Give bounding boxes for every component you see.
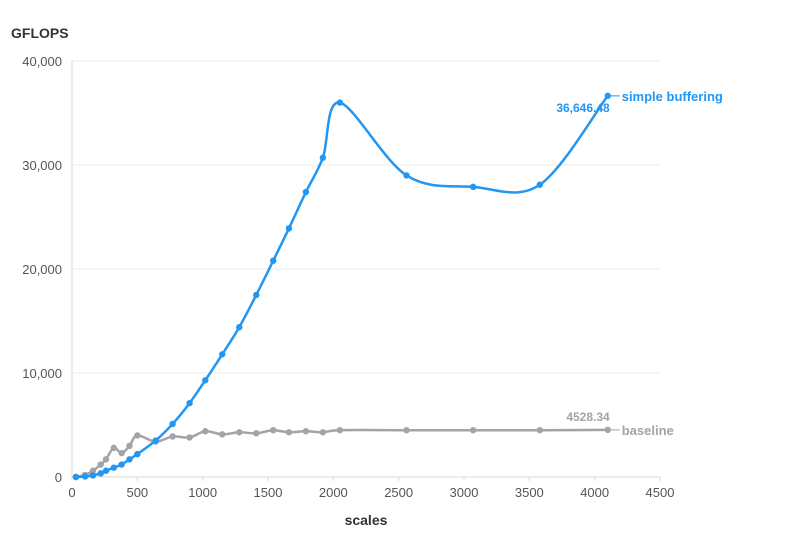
baseline-point (285, 429, 293, 436)
simple-buffering-point (536, 181, 543, 188)
x-tick-label: 1000 (188, 485, 217, 500)
baseline-point (134, 432, 141, 439)
gridlines (72, 60, 660, 374)
simple-buffering-point (81, 473, 89, 480)
y-tick-label: 40,000 (22, 54, 62, 69)
baseline-point (236, 429, 243, 436)
y-tick-label: 10,000 (22, 366, 62, 381)
x-tick-label: 500 (126, 485, 148, 500)
baseline-point (270, 427, 277, 434)
simple-buffering-point (102, 467, 110, 474)
series-lines (72, 92, 611, 481)
simple-buffering-point (604, 92, 611, 100)
simple-buffering-point (336, 99, 344, 106)
baseline-point (118, 449, 125, 457)
simple-buffering-point (202, 377, 209, 384)
simple-buffering-point (72, 473, 80, 481)
simple-buffering-point (169, 420, 176, 428)
baseline-point (126, 442, 133, 449)
baseline-point (604, 426, 611, 434)
simple-buffering-point (253, 291, 260, 299)
baseline-point (302, 428, 310, 435)
series-labels: baseline 4528.34 simple buffering 36,646.48 (556, 89, 723, 438)
simple-buffering-series-label: simple buffering (622, 89, 723, 104)
baseline-point (110, 444, 118, 452)
simple-buffering-point (219, 351, 226, 358)
simple-buffering-point (89, 472, 97, 479)
simple-buffering-point (186, 399, 193, 407)
simple-buffering-point (403, 172, 410, 179)
simple-buffering-point (270, 257, 277, 264)
simple-buffering-point (110, 464, 118, 471)
simple-buffering-point (134, 450, 141, 458)
baseline-value-label: 4528.34 (566, 410, 610, 424)
simple-buffering-point (469, 183, 477, 191)
x-tick-label: 3500 (515, 485, 544, 500)
simple-buffering-value-label: 36,646.48 (556, 101, 610, 115)
simple-buffering-point (152, 437, 159, 444)
y-tick-label: 30,000 (22, 158, 62, 173)
y-axis-title: GFLOPS (11, 25, 69, 41)
baseline-line (75, 428, 608, 479)
baseline-point (89, 467, 97, 474)
y-tick-label: 20,000 (22, 262, 62, 277)
baseline-point (253, 430, 260, 437)
baseline-series-label: baseline (622, 423, 674, 438)
x-tick-label: 4500 (646, 485, 675, 500)
baseline-point (219, 431, 226, 438)
baseline-point (202, 428, 209, 435)
baseline-point (102, 456, 110, 463)
baseline-point (319, 429, 327, 436)
axes: 0 10,000 20,000 30,000 40,000 0 500 1000 1500 200… (22, 54, 674, 500)
baseline-point (536, 427, 543, 434)
simple-buffering-point (302, 188, 310, 196)
x-tick-label: 4000 (580, 485, 609, 500)
simple-buffering-point (285, 225, 293, 232)
baseline-point (186, 434, 193, 441)
x-tick-label: 0 (68, 485, 75, 500)
x-tick-label: 1500 (254, 485, 283, 500)
simple-buffering-point (97, 470, 104, 477)
baseline-point (469, 427, 477, 434)
simple-buffering-point (118, 461, 125, 468)
baseline-point (169, 433, 176, 440)
simple-buffering-line (75, 95, 609, 479)
y-tick-label: 0 (55, 470, 62, 485)
x-axis-title: scales (345, 512, 388, 528)
simple-buffering-point (319, 154, 327, 161)
x-tick-label: 3000 (450, 485, 479, 500)
baseline-point (403, 427, 410, 434)
simple-buffering-point (126, 456, 133, 463)
x-tick-label: 2000 (319, 485, 348, 500)
x-tick-label: 2500 (384, 485, 413, 500)
simple-buffering-point (236, 324, 243, 331)
baseline-point (336, 427, 344, 434)
baseline-point (97, 461, 104, 468)
